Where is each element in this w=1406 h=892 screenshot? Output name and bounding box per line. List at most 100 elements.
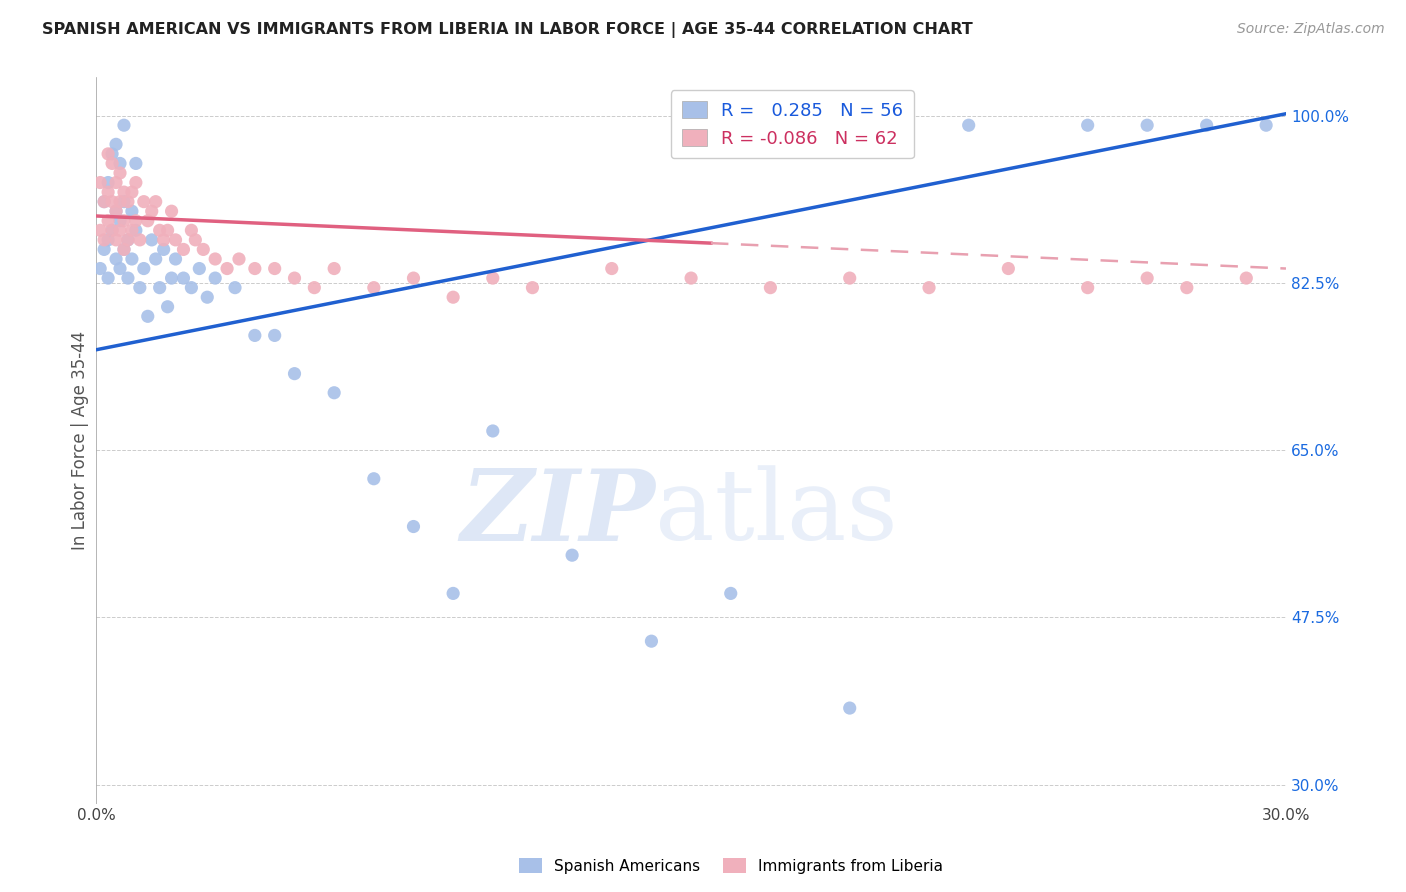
Point <box>89 176 111 190</box>
Point <box>105 137 128 152</box>
Point <box>108 223 131 237</box>
Point <box>172 271 194 285</box>
Point <box>108 213 131 227</box>
Point <box>957 118 980 132</box>
Point <box>117 271 139 285</box>
Text: ZIP: ZIP <box>460 465 655 561</box>
Point <box>165 252 187 266</box>
Point <box>128 233 150 247</box>
Point <box>160 271 183 285</box>
Point <box>243 328 266 343</box>
Point <box>402 271 425 285</box>
Point <box>136 213 159 227</box>
Point <box>600 261 623 276</box>
Legend: R =   0.285   N = 56, R = -0.086   N = 62: R = 0.285 N = 56, R = -0.086 N = 62 <box>671 90 914 159</box>
Point <box>97 271 120 285</box>
Point <box>481 424 503 438</box>
Point <box>112 118 135 132</box>
Point <box>112 194 135 209</box>
Point <box>105 204 128 219</box>
Point <box>184 233 207 247</box>
Point <box>105 233 128 247</box>
Point <box>97 213 120 227</box>
Point <box>180 223 202 237</box>
Point <box>304 280 326 294</box>
Point <box>141 233 163 247</box>
Point <box>121 204 143 219</box>
Point <box>97 185 120 199</box>
Point <box>121 252 143 266</box>
Point <box>108 261 131 276</box>
Point <box>101 223 124 237</box>
Point <box>117 233 139 247</box>
Point <box>101 156 124 170</box>
Point <box>1136 118 1159 132</box>
Point <box>243 261 266 276</box>
Point <box>323 261 346 276</box>
Point <box>117 233 139 247</box>
Text: SPANISH AMERICAN VS IMMIGRANTS FROM LIBERIA IN LABOR FORCE | AGE 35-44 CORRELATI: SPANISH AMERICAN VS IMMIGRANTS FROM LIBE… <box>42 22 973 38</box>
Point <box>193 243 215 257</box>
Point <box>121 223 143 237</box>
Point <box>561 548 583 562</box>
Point <box>283 271 305 285</box>
Point <box>145 194 167 209</box>
Point <box>522 280 544 294</box>
Text: atlas: atlas <box>655 466 898 561</box>
Point <box>112 243 135 257</box>
Point <box>188 261 211 276</box>
Point <box>180 280 202 294</box>
Point <box>160 204 183 219</box>
Point <box>93 243 115 257</box>
Point <box>1136 271 1159 285</box>
Point <box>112 243 135 257</box>
Text: Source: ZipAtlas.com: Source: ZipAtlas.com <box>1237 22 1385 37</box>
Point <box>125 223 148 237</box>
Point <box>149 223 172 237</box>
Point <box>156 300 179 314</box>
Y-axis label: In Labor Force | Age 35-44: In Labor Force | Age 35-44 <box>72 331 89 550</box>
Point <box>217 261 239 276</box>
Point <box>1175 280 1198 294</box>
Point <box>681 271 703 285</box>
Point <box>195 290 218 304</box>
Point <box>997 261 1019 276</box>
Point <box>165 233 187 247</box>
Point <box>640 634 662 648</box>
Point <box>838 271 860 285</box>
Point <box>105 204 128 219</box>
Point <box>105 176 128 190</box>
Legend: Spanish Americans, Immigrants from Liberia: Spanish Americans, Immigrants from Liber… <box>513 852 949 880</box>
Point <box>441 290 464 304</box>
Point <box>101 223 124 237</box>
Point <box>228 252 250 266</box>
Point <box>204 252 226 266</box>
Point <box>1195 118 1218 132</box>
Point <box>112 185 135 199</box>
Point <box>97 147 120 161</box>
Point <box>89 223 111 237</box>
Point <box>97 233 120 247</box>
Point <box>121 185 143 199</box>
Point <box>132 194 155 209</box>
Point <box>720 586 742 600</box>
Point <box>838 701 860 715</box>
Point <box>156 223 179 237</box>
Point <box>125 156 148 170</box>
Point <box>402 519 425 533</box>
Point <box>93 194 115 209</box>
Point <box>1234 271 1257 285</box>
Point <box>204 271 226 285</box>
Point <box>1077 280 1099 294</box>
Point <box>125 213 148 227</box>
Point <box>759 280 782 294</box>
Point <box>1256 118 1278 132</box>
Point <box>108 194 131 209</box>
Point <box>125 176 148 190</box>
Point <box>224 280 246 294</box>
Point <box>441 586 464 600</box>
Point <box>283 367 305 381</box>
Point <box>97 176 120 190</box>
Point <box>89 261 111 276</box>
Point <box>145 252 167 266</box>
